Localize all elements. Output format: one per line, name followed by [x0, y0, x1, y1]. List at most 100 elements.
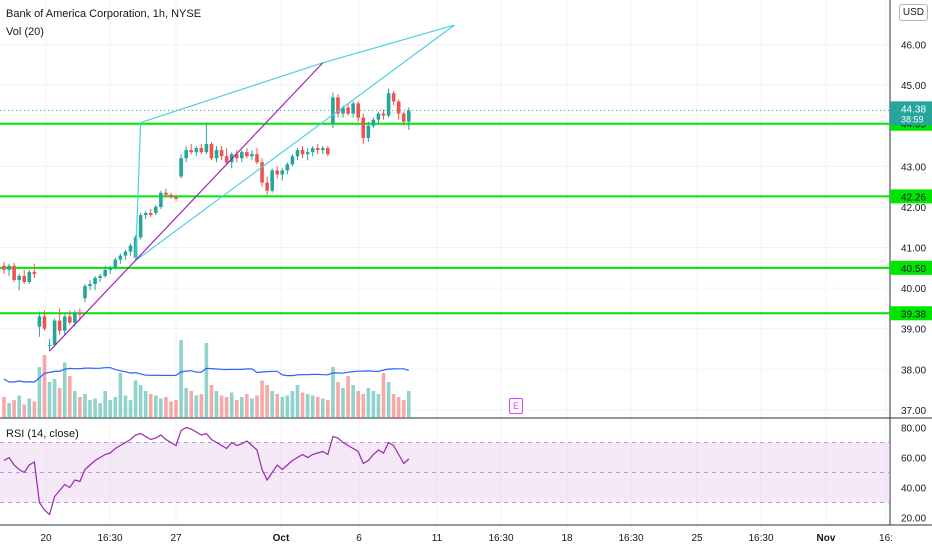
candle-body: [7, 265, 11, 270]
candle-body: [83, 286, 87, 299]
volume-bar: [93, 398, 97, 418]
volume-bar: [174, 400, 178, 418]
candle-body: [17, 275, 21, 280]
candle-body: [315, 148, 320, 151]
volume-bar: [2, 397, 6, 418]
price-tick-label: 41.00: [901, 244, 926, 255]
candle-body: [128, 245, 133, 252]
volume-bar: [219, 395, 224, 418]
candle-body: [12, 265, 16, 280]
candle-body: [194, 148, 199, 153]
volume-bar: [47, 382, 52, 418]
candle-body: [184, 150, 188, 159]
rsi-tick-label: 40.00: [901, 484, 926, 495]
last-price-label: 44.38: [901, 104, 926, 115]
rsi-legend: RSI (14, close): [6, 428, 79, 440]
earnings-marker[interactable]: E: [509, 398, 523, 414]
candle-body: [336, 97, 340, 114]
volume-bar: [52, 379, 57, 418]
price-tick-label: 45.00: [901, 81, 926, 92]
candle-body: [275, 170, 280, 175]
candle-body: [138, 215, 143, 238]
volume-bar: [240, 397, 244, 418]
candle-body: [381, 113, 386, 116]
volume-bar: [331, 367, 335, 418]
volume-bar: [391, 394, 396, 418]
volume-bar: [42, 355, 47, 418]
volume-bar: [265, 385, 269, 418]
volume-bar: [407, 391, 411, 418]
time-tick-label: 11: [432, 533, 443, 544]
candle-body: [326, 148, 330, 155]
volume-bar: [199, 394, 204, 418]
time-tick-label: 25: [691, 533, 703, 544]
price-tick-label: 37.00: [901, 406, 926, 417]
volume-bar: [346, 376, 350, 418]
candle-body: [143, 213, 148, 216]
candle-body: [108, 267, 113, 270]
volume-bar: [57, 388, 62, 418]
candle-body: [199, 148, 204, 153]
level-price-label: 39.38: [901, 309, 926, 320]
time-tick-label: 16:30: [97, 533, 122, 544]
time-tick-label: 27: [170, 533, 182, 544]
candle-body: [290, 156, 295, 165]
volume-bar: [27, 398, 32, 418]
volume-bar: [366, 388, 371, 418]
time-tick-label: 16:30: [488, 533, 513, 544]
volume-bar: [73, 391, 77, 418]
level-price-label: 40.50: [901, 264, 926, 275]
candle-body: [300, 150, 305, 155]
volume-bar: [128, 400, 133, 418]
candle-body: [265, 182, 269, 191]
currency-button[interactable]: USD: [898, 4, 928, 21]
volume-bar: [138, 385, 143, 418]
candle-body: [2, 265, 6, 270]
volume-bar: [336, 382, 340, 418]
volume-bar: [356, 391, 360, 418]
candle-body: [93, 277, 97, 285]
volume-bar: [194, 395, 199, 418]
volume-bar: [386, 382, 391, 418]
price-tick-label: 43.00: [901, 162, 926, 173]
candle-body: [73, 312, 77, 323]
candle-body: [320, 148, 325, 151]
volume-bar: [164, 397, 168, 418]
candle-body: [159, 192, 163, 207]
volume-bar: [179, 340, 183, 418]
volume-bar: [159, 398, 163, 418]
volume-bar: [62, 362, 67, 418]
volume-bar: [381, 373, 386, 418]
volume-bar: [255, 395, 259, 418]
volume-bar: [300, 392, 305, 418]
candle-body: [154, 206, 158, 214]
volume-bar: [37, 367, 42, 418]
time-tick-label: Nov: [817, 533, 836, 544]
candle-body: [285, 164, 290, 171]
candle-body: [245, 152, 249, 157]
candle-body: [280, 170, 285, 175]
candle-body: [331, 97, 335, 124]
level-price-label: 42.26: [901, 192, 926, 203]
volume-bar: [401, 400, 406, 418]
candle-body: [209, 144, 214, 159]
volume-bar: [17, 395, 21, 418]
volume-bar: [371, 391, 376, 418]
volume-bar: [204, 343, 209, 418]
volume-bar: [260, 380, 264, 418]
candle-body: [219, 150, 224, 157]
volume-bar: [305, 394, 310, 418]
candle-body: [260, 162, 264, 183]
candle-body: [103, 269, 107, 276]
volume-bar: [154, 395, 158, 418]
rsi-band: [0, 442, 890, 503]
volume-bar: [143, 391, 148, 418]
price-tick-label: 40.00: [901, 284, 926, 295]
volume-bar: [290, 391, 295, 418]
candle-body: [98, 275, 102, 278]
candle-body: [356, 103, 360, 118]
candle-body: [32, 271, 37, 274]
candle-body: [305, 152, 310, 155]
candle-body: [250, 154, 254, 157]
